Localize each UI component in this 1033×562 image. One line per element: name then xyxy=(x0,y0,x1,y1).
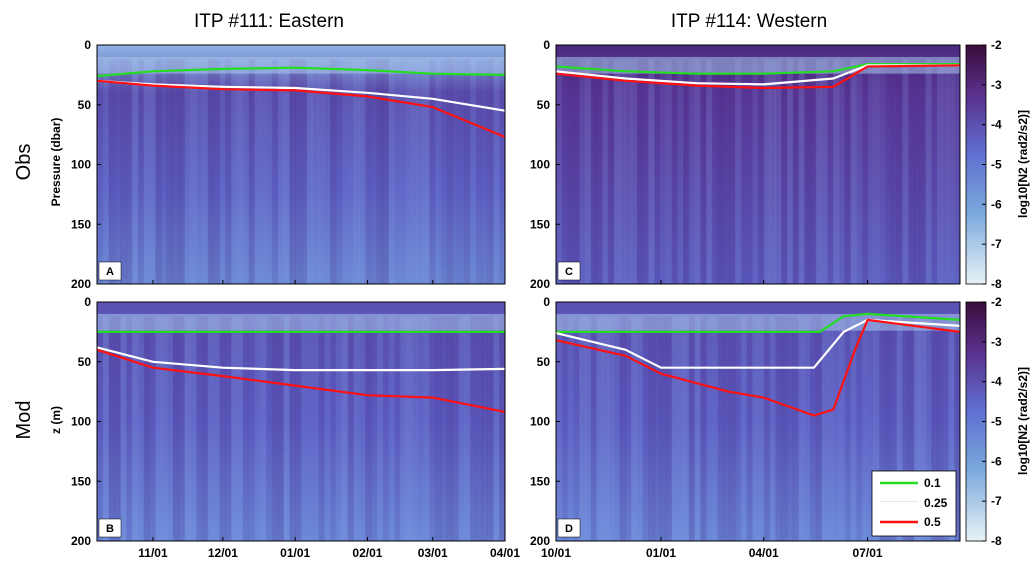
colorbar-tick-label: -4 xyxy=(991,118,1002,132)
series-line-white xyxy=(555,318,961,369)
panel-c-threshold-lines xyxy=(555,62,961,90)
colorbar-tick-label: -5 xyxy=(991,415,1002,429)
ylabel-a: Pressure (dbar) xyxy=(49,118,63,207)
series-line-red xyxy=(96,348,506,413)
ytick-label: 50 xyxy=(78,98,92,112)
ytick-label: 100 xyxy=(530,158,550,172)
colorbar-tick-label: -3 xyxy=(991,78,1002,92)
panel-a-label: A xyxy=(106,266,114,278)
colorbar-bottom: -2 -3 -4 -5 -6 -7 -8 log10[N2 (rad2/s2)] xyxy=(965,295,1030,548)
series-line-green xyxy=(556,312,961,333)
series-line-green xyxy=(555,62,960,75)
legend-label-1: 0.25 xyxy=(924,496,948,510)
colorbar-bottom-label: log10[N2 (rad2/s2)] xyxy=(1016,367,1030,475)
colorbar-tick-label: -7 xyxy=(991,494,1002,508)
colorbar-bottom-ticks: -2 -3 -4 -5 -6 -7 -8 xyxy=(982,295,1002,548)
ytick-label: 0 xyxy=(84,295,91,309)
panel-b-threshold-lines xyxy=(96,330,506,413)
title-right: ITP #114: Western xyxy=(671,11,827,32)
xtick-label: 04/01 xyxy=(490,546,520,560)
colorbar-tick-label: -8 xyxy=(991,534,1002,548)
ytick-label: 50 xyxy=(78,355,92,369)
panel-d: D xyxy=(555,301,961,542)
series-line-white xyxy=(96,79,506,112)
ytick-label: 150 xyxy=(530,217,550,231)
series-line-white xyxy=(555,64,960,86)
colorbar-tick-label: -7 xyxy=(991,237,1002,251)
row-label-mod: Mod xyxy=(13,401,35,440)
panel-c-label: C xyxy=(565,266,573,278)
ytick-label: 200 xyxy=(530,534,550,548)
ytick-label: 150 xyxy=(71,474,91,488)
xtick-label: 01/01 xyxy=(280,546,310,560)
ytick-label: 0 xyxy=(543,38,550,52)
series-line-red xyxy=(555,318,961,417)
xtick-label: 11/01 xyxy=(138,546,168,560)
panel-b-label-box xyxy=(98,518,122,538)
surface-band xyxy=(97,313,505,331)
ytick-label: 100 xyxy=(530,415,550,429)
colorbar-tick-label: -2 xyxy=(991,295,1002,309)
xtick-label: 02/01 xyxy=(352,546,382,560)
axes-layer: 0 50 100 150 200 0 50 100 150 200 0 50 100 150 200 0 50 1… xyxy=(71,38,883,560)
panel-b-label: B xyxy=(106,523,114,535)
xtick-label: 07/01 xyxy=(853,546,883,560)
ylabel-b: z (m) xyxy=(49,406,63,434)
colorbar-tick-label: -8 xyxy=(991,277,1002,291)
panel-c-heatmap-texture xyxy=(556,56,961,284)
surface-band xyxy=(556,313,960,331)
colorbar-tick-label: -6 xyxy=(991,197,1002,211)
colorbar-tick-label: -4 xyxy=(991,375,1002,389)
series-line-red xyxy=(555,64,961,90)
colorbar-tick-label: -5 xyxy=(991,158,1002,172)
series-line-green xyxy=(96,66,506,78)
legend-label-2: 0.5 xyxy=(924,515,941,529)
colorbar-top-ticks: -2 -3 -4 -5 -6 -7 -8 xyxy=(982,38,1002,291)
panel-b: B xyxy=(96,301,506,542)
panel-a: A xyxy=(96,44,506,285)
ytick-label: 0 xyxy=(543,295,550,309)
ytick-label: 200 xyxy=(71,534,91,548)
panel-b-heatmap-texture xyxy=(97,313,506,541)
panel-a-threshold-lines xyxy=(96,66,506,139)
series-line-white xyxy=(96,346,506,372)
title-left: ITP #111: Eastern xyxy=(194,11,344,32)
panel-a-heatmap-texture xyxy=(97,56,506,284)
ytick-label: 200 xyxy=(71,277,91,291)
ytick-label: 150 xyxy=(530,474,550,488)
series-line-red xyxy=(96,79,506,139)
legend: 0.1 0.25 0.5 xyxy=(871,470,957,537)
xtick-label: 12/01 xyxy=(208,546,238,560)
colorbar-tick-label: -2 xyxy=(991,38,1002,52)
colorbar-tick-label: -3 xyxy=(991,335,1002,349)
xtick-label: 04/01 xyxy=(749,546,779,560)
ytick-label: 50 xyxy=(537,98,551,112)
panel-a-label-box xyxy=(98,261,122,281)
panel-c: C xyxy=(555,44,961,285)
xtick-label: 01/01 xyxy=(646,546,676,560)
colorbar-top: -2 -3 -4 -5 -6 -7 -8 log10[N2 (rad2/s2)] xyxy=(965,38,1030,291)
ytick-label: 200 xyxy=(530,277,550,291)
xtick-label: 10/01 xyxy=(541,546,571,560)
ytick-label: 150 xyxy=(71,217,91,231)
ytick-label: 100 xyxy=(71,158,91,172)
ytick-label: 50 xyxy=(537,355,551,369)
row-label-obs: Obs xyxy=(13,144,35,181)
ytick-label: 0 xyxy=(84,38,91,52)
panel-b-field xyxy=(97,302,505,541)
colorbar-top-label: log10[N2 (rad2/s2)] xyxy=(1016,110,1030,218)
panel-d-threshold-lines xyxy=(555,312,961,417)
panel-d-heatmap-texture xyxy=(556,313,961,541)
colorbar-tick-label: -6 xyxy=(991,454,1002,468)
panel-c-label-box xyxy=(557,261,581,281)
panel-d-label: D xyxy=(565,523,573,535)
panel-d-label-box xyxy=(557,518,581,538)
xtick-label: 03/01 xyxy=(418,546,448,560)
legend-label-0: 0.1 xyxy=(924,476,941,490)
ytick-label: 100 xyxy=(71,415,91,429)
